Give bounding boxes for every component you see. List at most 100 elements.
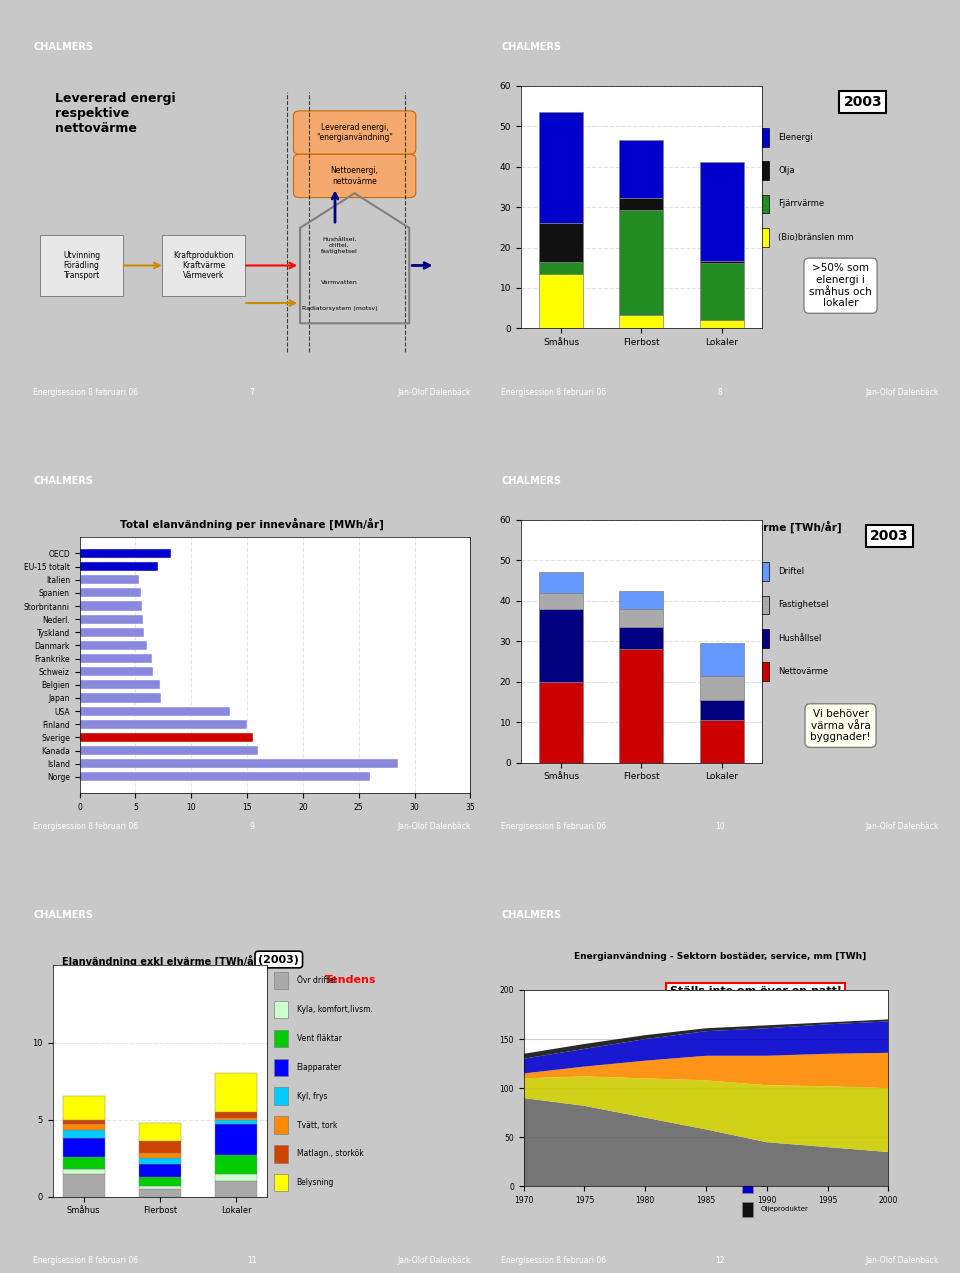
- Text: CHALMERS: CHALMERS: [501, 476, 561, 486]
- Text: Jan-Olof Dalenbäck: Jan-Olof Dalenbäck: [397, 821, 470, 831]
- FancyBboxPatch shape: [742, 1128, 754, 1143]
- FancyBboxPatch shape: [275, 1087, 288, 1105]
- FancyBboxPatch shape: [742, 1202, 754, 1217]
- Text: Driftel: Driftel: [778, 566, 804, 577]
- Bar: [80, 654, 153, 663]
- Bar: [80, 588, 141, 597]
- Bar: [619, 316, 663, 328]
- Bar: [80, 746, 258, 755]
- Text: Tendens: Tendens: [324, 975, 376, 985]
- Text: Oljeprodukter: Oljeprodukter: [760, 1207, 808, 1212]
- FancyBboxPatch shape: [752, 195, 769, 214]
- Bar: [80, 615, 143, 624]
- FancyBboxPatch shape: [752, 662, 769, 681]
- Text: Utvinning
Förädling
Transport: Utvinning Förädling Transport: [63, 251, 100, 280]
- Text: Fastighetsel: Fastighetsel: [778, 601, 828, 610]
- FancyBboxPatch shape: [742, 1178, 754, 1193]
- Bar: [80, 773, 370, 782]
- Text: Jan-Olof Dalenbäck: Jan-Olof Dalenbäck: [866, 1255, 939, 1265]
- Text: Fjärrvärme: Fjärrvärme: [760, 1157, 798, 1164]
- Text: Jan-Olof Dalenbäck: Jan-Olof Dalenbäck: [397, 387, 470, 397]
- Bar: [62, 1174, 105, 1197]
- Bar: [80, 733, 252, 742]
- Bar: [539, 573, 583, 593]
- Bar: [80, 719, 247, 729]
- Text: Levererad energi,
"energianvändning": Levererad energi, "energianvändning": [316, 123, 393, 143]
- Text: Vi behöver
värma våra
byggnader!: Vi behöver värma våra byggnader!: [810, 709, 871, 742]
- FancyBboxPatch shape: [752, 629, 769, 648]
- FancyBboxPatch shape: [752, 596, 769, 615]
- Bar: [62, 1119, 105, 1124]
- Bar: [539, 112, 583, 223]
- FancyBboxPatch shape: [752, 563, 769, 580]
- Text: Energisession 8 februari 06: Energisession 8 februari 06: [501, 387, 607, 397]
- Bar: [80, 628, 144, 636]
- Bar: [539, 223, 583, 262]
- Text: Kyla, komfort,livsm.: Kyla, komfort,livsm.: [297, 1004, 372, 1013]
- Text: (2003): (2003): [258, 955, 300, 965]
- FancyBboxPatch shape: [275, 1001, 288, 1018]
- FancyBboxPatch shape: [40, 236, 123, 295]
- Text: Tvätt, tork: Tvätt, tork: [297, 1120, 337, 1129]
- Bar: [139, 1189, 180, 1197]
- Bar: [700, 700, 744, 721]
- Text: Jan-Olof Dalenbäck: Jan-Olof Dalenbäck: [866, 387, 939, 397]
- Bar: [80, 707, 230, 715]
- Bar: [700, 721, 744, 763]
- Text: Jan-Olof Dalenbäck: Jan-Olof Dalenbäck: [866, 821, 939, 831]
- Bar: [700, 643, 744, 676]
- Bar: [62, 1138, 105, 1157]
- Bar: [619, 210, 663, 316]
- Bar: [215, 1073, 257, 1111]
- Text: Total elanvändning per innevånare [MWh/år]: Total elanvändning per innevånare [MWh/å…: [120, 518, 384, 530]
- Bar: [539, 262, 583, 274]
- Text: Kyl, frys: Kyl, frys: [297, 1092, 327, 1101]
- Text: Övr driftel: Övr driftel: [297, 976, 336, 985]
- Bar: [539, 593, 583, 608]
- FancyBboxPatch shape: [752, 129, 769, 146]
- Text: Hushållsel,
driftel,
fastighetsel: Hushållsel, driftel, fastighetsel: [321, 237, 358, 253]
- FancyBboxPatch shape: [294, 154, 416, 197]
- Bar: [62, 1157, 105, 1169]
- FancyBboxPatch shape: [275, 1116, 288, 1134]
- Bar: [139, 1153, 180, 1158]
- Bar: [539, 681, 583, 763]
- Bar: [215, 1174, 257, 1181]
- Bar: [80, 759, 397, 769]
- Bar: [80, 549, 171, 558]
- Text: CHALMERS: CHALMERS: [33, 910, 93, 920]
- Text: Levererad energi
respektive
nettovärme: Levererad energi respektive nettovärme: [56, 92, 176, 135]
- Text: Vent fläktar: Vent fläktar: [297, 1034, 342, 1043]
- Bar: [539, 274, 583, 328]
- Bar: [215, 1111, 257, 1118]
- Text: 9: 9: [250, 821, 254, 831]
- Bar: [80, 575, 139, 584]
- Text: Kraftproduktion
Kraftvärme
Värmeverk: Kraftproduktion Kraftvärme Värmeverk: [174, 251, 234, 280]
- Bar: [80, 694, 161, 703]
- Text: Matlagn., storkök: Matlagn., storkök: [297, 1150, 364, 1158]
- FancyBboxPatch shape: [742, 1104, 754, 1119]
- FancyBboxPatch shape: [742, 1152, 754, 1169]
- Bar: [62, 1124, 105, 1130]
- Bar: [62, 1169, 105, 1174]
- Text: Energisession 8 februari 06: Energisession 8 februari 06: [501, 1255, 607, 1265]
- FancyBboxPatch shape: [752, 162, 769, 181]
- Text: Elapparater: Elapparater: [297, 1063, 342, 1072]
- FancyBboxPatch shape: [294, 111, 416, 154]
- Bar: [139, 1176, 180, 1186]
- Text: Belysning: Belysning: [297, 1179, 334, 1188]
- Text: El: El: [760, 1181, 766, 1188]
- Text: 12: 12: [715, 1255, 725, 1265]
- Bar: [619, 608, 663, 628]
- Text: Elanv och beräknad nettovärme [TWh/år]: Elanv och beräknad nettovärme [TWh/år]: [598, 521, 842, 533]
- Bar: [215, 1181, 257, 1197]
- Bar: [619, 628, 663, 649]
- FancyBboxPatch shape: [162, 236, 246, 295]
- Text: CHALMERS: CHALMERS: [501, 42, 561, 52]
- FancyBboxPatch shape: [275, 971, 288, 989]
- Text: Ställs inte om över en natt!: Ställs inte om över en natt!: [670, 987, 842, 997]
- Text: Övriga bränslen: Övriga bränslen: [760, 1108, 816, 1115]
- Bar: [619, 140, 663, 199]
- Text: Nettovärme: Nettovärme: [778, 667, 828, 676]
- FancyBboxPatch shape: [275, 1174, 288, 1192]
